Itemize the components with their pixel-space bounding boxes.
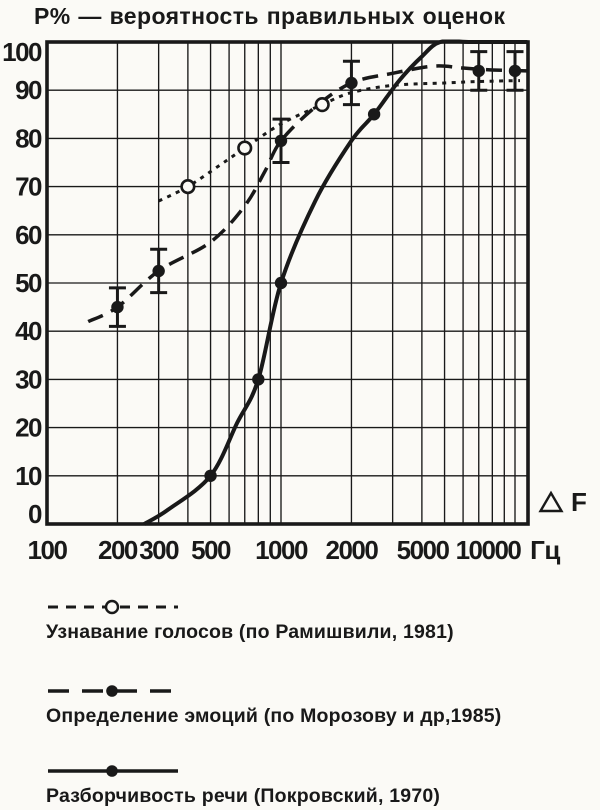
chart-title: Р% — вероятность правильных оценок xyxy=(34,3,506,29)
series-line-0 xyxy=(157,79,521,203)
filled-circle-marker xyxy=(152,264,165,278)
filled-circle-marker xyxy=(252,373,265,386)
legend-label-emotion-identification: Определение эмоций (по Морозову и др,198… xyxy=(46,705,502,727)
filled-circle-marker xyxy=(106,765,118,777)
legend: Узнавание голосов (по Рамишвили, 1981) О… xyxy=(46,590,594,810)
plot-frame xyxy=(45,40,530,526)
filled-circle-marker xyxy=(274,276,288,290)
triangle-icon xyxy=(538,490,564,513)
y-tick-label: 40 xyxy=(15,316,42,346)
y-tick-label: 60 xyxy=(15,220,42,250)
frequency-annotation-label: F xyxy=(571,487,587,517)
series-markers xyxy=(111,64,522,482)
plot-area: 100 200 300 500 1000 2000 5000 10000 Гц 0 10 20 30 40… xyxy=(2,37,587,565)
legend-entry-speech-intelligibility: Разборчивость речи (Покровский, 1970) xyxy=(46,760,440,808)
y-axis-labels: 0 10 20 30 40 50 60 70 80 90 100 xyxy=(2,37,43,529)
filled-circle-marker xyxy=(508,64,522,78)
x-tick-label: 500 xyxy=(191,535,231,565)
x-tick-label: 2000 xyxy=(326,535,379,565)
solid-line-sample-icon xyxy=(48,765,178,777)
x-tick-label: 1000 xyxy=(255,535,308,565)
x-axis-unit: Гц xyxy=(530,535,560,565)
x-tick-label: 5000 xyxy=(397,535,450,565)
x-tick-label: 10000 xyxy=(456,535,522,565)
filled-circle-marker xyxy=(472,64,485,78)
x-tick-label: 300 xyxy=(139,535,179,565)
open-circle-marker xyxy=(104,599,120,615)
y-tick-label: 30 xyxy=(15,364,42,394)
x-tick-label: 200 xyxy=(98,535,138,565)
y-tick-label: 80 xyxy=(15,123,42,153)
y-tick-label: 70 xyxy=(15,172,42,202)
y-tick-label: 20 xyxy=(15,413,42,443)
dashed-line-sample-icon xyxy=(48,685,178,697)
frequency-annotation: F xyxy=(538,487,587,517)
series-line-2 xyxy=(143,39,528,526)
legend-entry-voice-recognition: Узнавание голосов (по Рамишвили, 1981) xyxy=(46,596,454,644)
error-bars xyxy=(108,50,524,328)
open-circle-marker xyxy=(237,140,253,156)
x-axis-labels: 100 200 300 500 1000 2000 5000 10000 Гц xyxy=(28,535,561,565)
legend-label-voice-recognition: Узнавание голосов (по Рамишвили, 1981) xyxy=(46,621,454,643)
y-tick-label: 50 xyxy=(15,268,42,298)
legend-entry-emotion-identification: Определение эмоций (по Морозову и др,198… xyxy=(46,680,502,728)
y-tick-label: 10 xyxy=(15,461,42,491)
open-circle-marker xyxy=(180,179,196,195)
x-tick-label: 100 xyxy=(28,535,68,565)
legend-label-speech-intelligibility: Разборчивость речи (Покровский, 1970) xyxy=(46,785,441,807)
dotted-line-sample-icon xyxy=(48,599,178,615)
filled-circle-marker xyxy=(204,469,217,482)
filled-circle-marker xyxy=(111,300,124,314)
y-tick-label: 100 xyxy=(2,37,42,67)
y-tick-label: 0 xyxy=(28,499,42,529)
filled-circle-marker xyxy=(274,134,288,148)
y-tick-label: 90 xyxy=(15,75,42,105)
grid xyxy=(47,42,528,524)
filled-circle-marker xyxy=(106,685,118,697)
filled-circle-marker xyxy=(345,76,358,90)
filled-circle-marker xyxy=(367,108,381,121)
open-circle-marker xyxy=(314,97,330,113)
